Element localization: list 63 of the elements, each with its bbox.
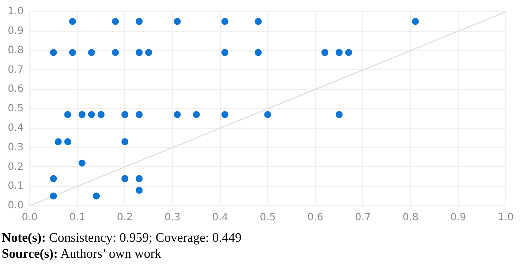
x-tick-label: 0.4 bbox=[212, 212, 228, 224]
point bbox=[145, 49, 152, 56]
x-tick-label: 0.7 bbox=[355, 212, 372, 224]
y-tick-label: 0.8 bbox=[8, 45, 24, 56]
point bbox=[136, 186, 143, 194]
y-tick-label: 0.6 bbox=[8, 84, 24, 96]
point bbox=[136, 111, 143, 118]
x-tick-label: 0.8 bbox=[402, 212, 419, 224]
source-note: Source(s): Authors’ own work bbox=[2, 246, 162, 262]
point bbox=[50, 49, 58, 56]
point bbox=[322, 49, 329, 56]
point bbox=[122, 111, 129, 118]
point bbox=[222, 111, 229, 118]
point bbox=[222, 18, 229, 26]
y-tick-label: 0.1 bbox=[8, 181, 24, 192]
x-tick-label: 1.0 bbox=[498, 212, 514, 224]
point bbox=[50, 192, 58, 200]
x-tick-label: 0.9 bbox=[450, 212, 466, 224]
point bbox=[336, 49, 343, 56]
y-tick-label: 0.4 bbox=[8, 122, 24, 134]
y-tick-label: 0.5 bbox=[8, 104, 24, 115]
point bbox=[345, 49, 352, 56]
point bbox=[64, 111, 72, 118]
point bbox=[93, 192, 100, 200]
y-tick-label: 0.2 bbox=[8, 162, 24, 173]
x-tick-label: 0.3 bbox=[164, 212, 181, 224]
y-tick-label: 0.3 bbox=[8, 142, 24, 154]
y-tick-label: 0.7 bbox=[8, 64, 24, 76]
point bbox=[412, 18, 420, 26]
y-tick-label: 0.9 bbox=[8, 26, 24, 37]
point bbox=[64, 138, 72, 146]
text: Note(s): Consistency: 0.959; Coverage: 0.449 bbox=[2, 230, 243, 246]
x-tick-label: 0.5 bbox=[260, 212, 276, 224]
point bbox=[54, 138, 62, 146]
point bbox=[254, 18, 262, 26]
point bbox=[174, 111, 182, 118]
point bbox=[50, 175, 58, 182]
point bbox=[69, 18, 76, 26]
point bbox=[222, 49, 229, 56]
point bbox=[122, 138, 129, 146]
point bbox=[254, 49, 262, 56]
point bbox=[122, 175, 129, 182]
point bbox=[193, 111, 200, 118]
y-tick-label: 1.0 bbox=[8, 6, 24, 18]
point bbox=[136, 175, 143, 182]
x-tick-label: 0.2 bbox=[117, 212, 134, 224]
point bbox=[336, 111, 343, 118]
point bbox=[112, 49, 120, 56]
point bbox=[69, 49, 76, 56]
point bbox=[174, 18, 182, 26]
x-tick-label: 0.1 bbox=[70, 212, 86, 224]
point bbox=[98, 111, 105, 118]
point bbox=[112, 18, 120, 26]
point bbox=[136, 49, 143, 56]
point bbox=[78, 111, 86, 118]
point bbox=[78, 160, 86, 167]
point bbox=[88, 49, 96, 56]
x-tick-label: 0.0 bbox=[22, 212, 38, 224]
x-tick-label: 0.6 bbox=[308, 212, 324, 224]
point bbox=[136, 18, 143, 26]
y-tick-label: 0.0 bbox=[8, 200, 24, 212]
point bbox=[264, 111, 272, 118]
point bbox=[88, 111, 96, 118]
